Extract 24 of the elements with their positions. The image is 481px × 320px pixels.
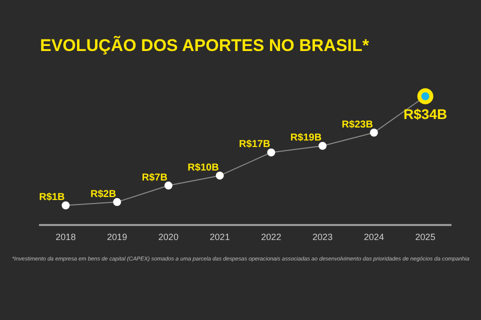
data-label: R$1B [39, 192, 65, 204]
data-label: R$23B [342, 119, 373, 130]
data-label: R$19B [290, 132, 322, 144]
x-tick-label: 2018 [56, 232, 76, 242]
x-tick-label: 2020 [158, 232, 178, 242]
point [370, 128, 378, 137]
data-label: R$7B [142, 172, 168, 184]
chart-title: EVOLUÇÃO DOS APORTES NO BRASIL* [40, 34, 370, 55]
data-label: R$10B [188, 162, 219, 174]
point [164, 182, 172, 190]
point [62, 201, 70, 210]
point [318, 142, 327, 150]
data-label: R$17B [239, 139, 270, 150]
x-tick-label: 2021 [210, 232, 230, 242]
data-label: R$2B [90, 188, 116, 200]
point [216, 172, 224, 180]
x-tick-label: 2024 [364, 232, 384, 242]
x-tick-label: 2025 [415, 232, 436, 242]
x-tick-label: 2023 [312, 232, 333, 242]
point [113, 198, 122, 206]
data-label: R$34B [404, 106, 448, 122]
x-tick-label: 2019 [107, 232, 128, 242]
point [267, 148, 276, 156]
x-tick-label: 2022 [261, 232, 282, 242]
